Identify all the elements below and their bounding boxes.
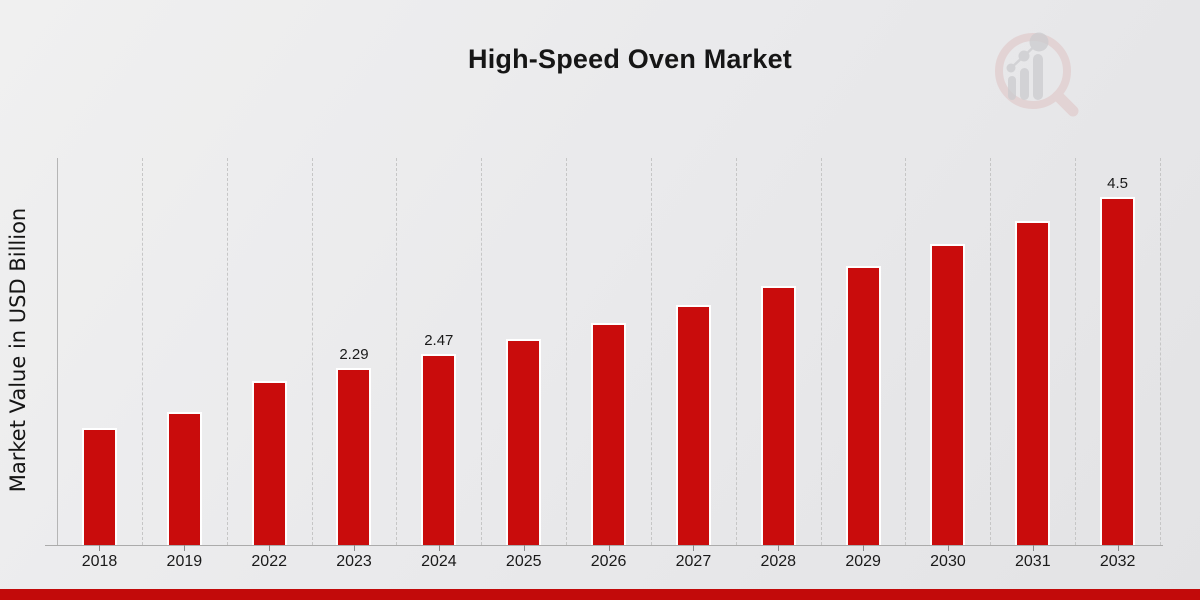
x-axis-label-2026: 2026: [590, 553, 627, 570]
gridline: [820, 158, 822, 545]
gridline: [481, 158, 483, 545]
x-axis-label-2019: 2019: [166, 553, 203, 570]
gridline: [1160, 158, 1161, 545]
x-axis-label-2030: 2030: [930, 553, 966, 570]
gridline: [650, 158, 652, 545]
x-axis-label-2029: 2029: [845, 553, 881, 570]
gridline: [141, 158, 143, 545]
bar-2019: [166, 412, 202, 545]
y-axis-line: [57, 158, 58, 545]
x-axis-label-2032: 2032: [1099, 553, 1136, 570]
gridline: [1075, 158, 1077, 545]
x-axis-tick: [353, 545, 355, 551]
gridline: [566, 158, 568, 545]
x-axis-tick: [693, 545, 695, 551]
bar-value-label-2023: 2.29: [339, 346, 369, 363]
x-axis-tick: [1032, 545, 1034, 551]
bar-2032: [1100, 197, 1136, 545]
plot-area: [57, 158, 1161, 545]
gridline: [396, 158, 398, 545]
gridline: [735, 158, 737, 545]
x-axis-label-2031: 2031: [1015, 553, 1051, 570]
x-axis-tick: [947, 545, 949, 551]
x-axis-tick: [269, 545, 271, 551]
x-axis-label-2024: 2024: [421, 553, 457, 570]
x-axis-tick: [863, 545, 865, 551]
x-axis-tick: [778, 545, 780, 551]
x-axis-tick: [608, 545, 610, 551]
bar-2028: [760, 286, 796, 545]
bar-2031: [1015, 221, 1051, 545]
bar-2029: [845, 266, 881, 545]
bar-2018: [81, 428, 117, 545]
chart-title: High-Speed Oven Market: [468, 44, 792, 74]
x-axis-label-2022: 2022: [251, 553, 287, 570]
bar-2030: [930, 244, 966, 545]
y-axis-label: Market Value in USD Billion: [6, 207, 30, 493]
bar-2022: [251, 381, 287, 545]
x-axis-tick: [184, 545, 186, 551]
x-axis-tick: [438, 545, 440, 551]
bar-value-label-2024: 2.47: [424, 332, 454, 349]
bar-2024: [421, 354, 457, 545]
gridline: [990, 158, 992, 545]
gridline: [905, 158, 907, 545]
bar-2025: [506, 339, 542, 545]
x-axis-label-2025: 2025: [505, 553, 542, 570]
gridline: [226, 158, 228, 545]
gridline: [311, 158, 313, 545]
bar-2023: [336, 368, 372, 545]
bar-2027: [675, 305, 711, 545]
bar-value-label-2032: 4.5: [1107, 175, 1128, 192]
x-axis-tick: [1117, 545, 1119, 551]
x-axis-label-2018: 2018: [81, 553, 118, 570]
x-axis-label-2023: 2023: [336, 553, 372, 570]
x-axis-label-2028: 2028: [760, 553, 797, 570]
x-axis-tick: [99, 545, 101, 551]
x-axis-line: [45, 545, 1163, 546]
x-axis-label-2027: 2027: [675, 553, 712, 570]
bar-2026: [591, 323, 626, 545]
market-research-future-logo-icon: [995, 32, 1079, 117]
x-axis-tick: [523, 545, 525, 551]
footer-accent-bar: [0, 589, 1200, 600]
